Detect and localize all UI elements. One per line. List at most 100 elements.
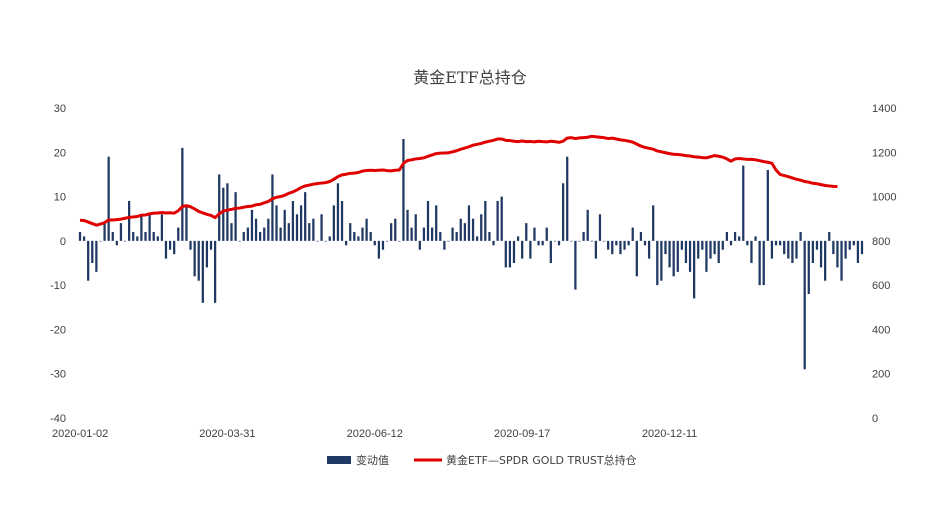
- bar: [467, 205, 471, 241]
- y-right-axis: 1400 1200 1000 800 600 400 200 0: [872, 103, 896, 425]
- bar: [770, 240, 774, 259]
- bar: [787, 240, 790, 259]
- bar: [226, 183, 229, 241]
- bar: [619, 240, 622, 255]
- bar: [336, 183, 340, 241]
- bar: [738, 236, 741, 241]
- bar: [746, 240, 749, 246]
- bar: [668, 240, 671, 268]
- bar: [103, 223, 106, 241]
- bar: [263, 227, 266, 241]
- bar: [234, 192, 237, 241]
- legend-label-bar: 变动值: [356, 453, 389, 467]
- bar: [656, 240, 659, 286]
- bar: [205, 240, 209, 268]
- bar: [123, 240, 127, 242]
- bar: [496, 201, 499, 241]
- bar: [832, 240, 835, 255]
- bar: [672, 240, 675, 277]
- bar: [111, 232, 114, 241]
- bar: [455, 232, 458, 241]
- bar: [246, 227, 249, 241]
- y-left-tick-label: 10: [54, 192, 66, 204]
- bar: [377, 240, 381, 259]
- bar: [713, 240, 716, 255]
- bar: [291, 201, 295, 241]
- bar: [201, 240, 204, 303]
- bar: [492, 240, 495, 246]
- bar: [725, 232, 729, 241]
- bar: [848, 240, 851, 250]
- bar: [324, 240, 327, 242]
- bar: [717, 240, 720, 263]
- bar: [349, 223, 352, 241]
- bar: [705, 240, 708, 272]
- bar: [308, 223, 311, 241]
- x-tick-label: 2020-06-12: [347, 428, 403, 440]
- bar: [693, 240, 696, 299]
- bar: [828, 232, 831, 241]
- bar: [500, 196, 503, 241]
- y-right-tick-label: 200: [872, 369, 890, 381]
- bar: [267, 218, 270, 241]
- bar: [582, 232, 585, 241]
- bar: [504, 240, 507, 268]
- bar: [140, 214, 143, 241]
- bar: [406, 209, 409, 241]
- bar: [344, 240, 348, 246]
- bar: [529, 240, 532, 259]
- bar: [181, 147, 184, 241]
- bar: [647, 240, 651, 259]
- y-right-tick-label: 800: [872, 236, 890, 248]
- bar: [259, 232, 262, 241]
- bar: [623, 240, 626, 250]
- bar: [160, 214, 164, 241]
- bar: [860, 240, 864, 255]
- y-left-tick-label: -30: [50, 369, 66, 381]
- bar: [733, 232, 737, 241]
- legend-label-line: 黄金ETF—SPDR GOLD TRUST总持仓: [446, 453, 637, 467]
- legend-swatch-bar: [327, 456, 351, 464]
- bar: [852, 240, 855, 246]
- bar: [156, 236, 159, 241]
- bar: [533, 227, 536, 241]
- bar: [164, 240, 168, 259]
- bar: [242, 232, 245, 241]
- y-left-tick-label: 30: [54, 103, 66, 115]
- bar: [230, 223, 233, 241]
- bar: [856, 240, 860, 263]
- bar: [512, 240, 516, 263]
- bar: [275, 205, 278, 241]
- bar: [271, 174, 274, 241]
- bar: [443, 240, 446, 250]
- bar: [721, 240, 724, 250]
- bar: [213, 240, 217, 303]
- bar: [304, 192, 307, 241]
- bar: [836, 240, 839, 268]
- bar: [688, 240, 692, 272]
- bar: [209, 240, 213, 250]
- bar: [332, 205, 335, 241]
- bar: [521, 240, 524, 259]
- bar: [594, 240, 598, 259]
- bar: [410, 227, 413, 241]
- bar: [82, 236, 86, 241]
- y-right-tick-label: 600: [872, 280, 890, 292]
- bar: [128, 201, 131, 241]
- bar: [561, 183, 565, 241]
- bar: [664, 240, 667, 255]
- y-left-tick-label: -10: [50, 280, 66, 292]
- bar: [254, 218, 258, 241]
- bar: [701, 240, 704, 250]
- bar: [791, 240, 794, 263]
- bar: [357, 236, 360, 241]
- bar: [480, 214, 483, 241]
- bar: [553, 240, 557, 242]
- bar: [729, 240, 733, 246]
- bar: [811, 240, 814, 263]
- bar: [222, 187, 225, 241]
- bar: [119, 223, 123, 241]
- bar: [545, 227, 548, 241]
- bar: [381, 240, 385, 250]
